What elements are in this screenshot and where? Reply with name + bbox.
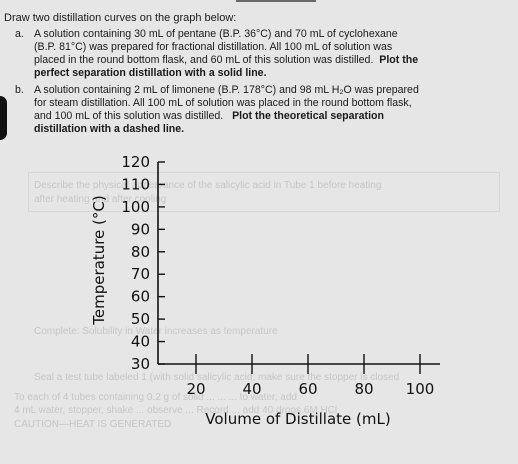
bleed-through-text: To each of 4 tubes containing 0.2 g of s… [14, 392, 297, 403]
x-tick-label: 40 [242, 380, 261, 398]
question-b-marker: b. [15, 84, 24, 96]
chart-axes: 30 40 50 60 70 80 90 100 110 120 20 40 60 80 100 [121, 153, 440, 398]
top-edge-line [236, 0, 316, 2]
bleed-through-text: Describe the physical appearance of the … [34, 180, 382, 191]
question-a-marker: a. [15, 28, 24, 40]
bleed-through-text: Seal a test tube labeled 1 (with solid s… [34, 372, 400, 383]
bleed-through-text: CAUTION—HEAT IS GENERATED [14, 419, 172, 430]
question-a-line: placed in the round bottom flask, and 60… [34, 54, 374, 66]
bleed-through-text: 4 mL water, stopper, shake ... observe .… [14, 405, 338, 416]
y-tick-label: 50 [131, 310, 150, 328]
binder-tab [0, 96, 7, 140]
y-tick-label: 100 [121, 198, 150, 216]
y-tick-label: 120 [121, 153, 150, 171]
y-tick-label: 30 [131, 355, 150, 373]
y-tick-label: 40 [131, 333, 150, 351]
x-tick-label: 60 [298, 380, 317, 398]
question-b-instruction: distillation with a dashed line. [34, 123, 185, 135]
instructions-heading: Draw two distillation curves on the grap… [4, 12, 237, 24]
y-tick-label: 110 [121, 175, 150, 193]
bleed-through-text: Complete: Solubility in Water increases … [34, 326, 278, 337]
x-axis-title: Volume of Distillate (mL) [205, 410, 390, 428]
bleed-through-box [28, 172, 500, 212]
bleed-through-text: after heating and after cooling [34, 194, 167, 205]
question-b-line: A solution containing 2 mL of limonene (… [34, 84, 419, 96]
y-tick-label: 70 [131, 265, 150, 283]
question-b-line: for steam distillation. All 100 mL of so… [34, 97, 412, 109]
question-a-instruction: Plot the [379, 54, 419, 66]
question-a: a. A solution containing 30 mL of pentan… [15, 28, 510, 80]
y-tick-label: 90 [131, 220, 150, 238]
question-b: b. A solution containing 2 mL of limonen… [15, 84, 510, 136]
question-b-instruction: Plot the theoretical separation [232, 110, 384, 122]
x-tick-label: 80 [354, 380, 373, 398]
question-b-line: and 100 mL of this solution was distille… [34, 110, 224, 122]
y-tick-label: 80 [131, 243, 150, 261]
x-tick-label: 100 [406, 380, 435, 398]
y-axis-title: Temperature (°C) [90, 195, 108, 325]
y-tick-label: 60 [131, 288, 150, 306]
x-tick-label: 20 [186, 380, 205, 398]
question-a-instruction: perfect separation distillation with a s… [34, 67, 267, 79]
question-a-line: (B.P. 81°C) was prepared for fractional … [34, 41, 393, 53]
question-a-line: A solution containing 30 mL of pentane (… [34, 28, 398, 40]
